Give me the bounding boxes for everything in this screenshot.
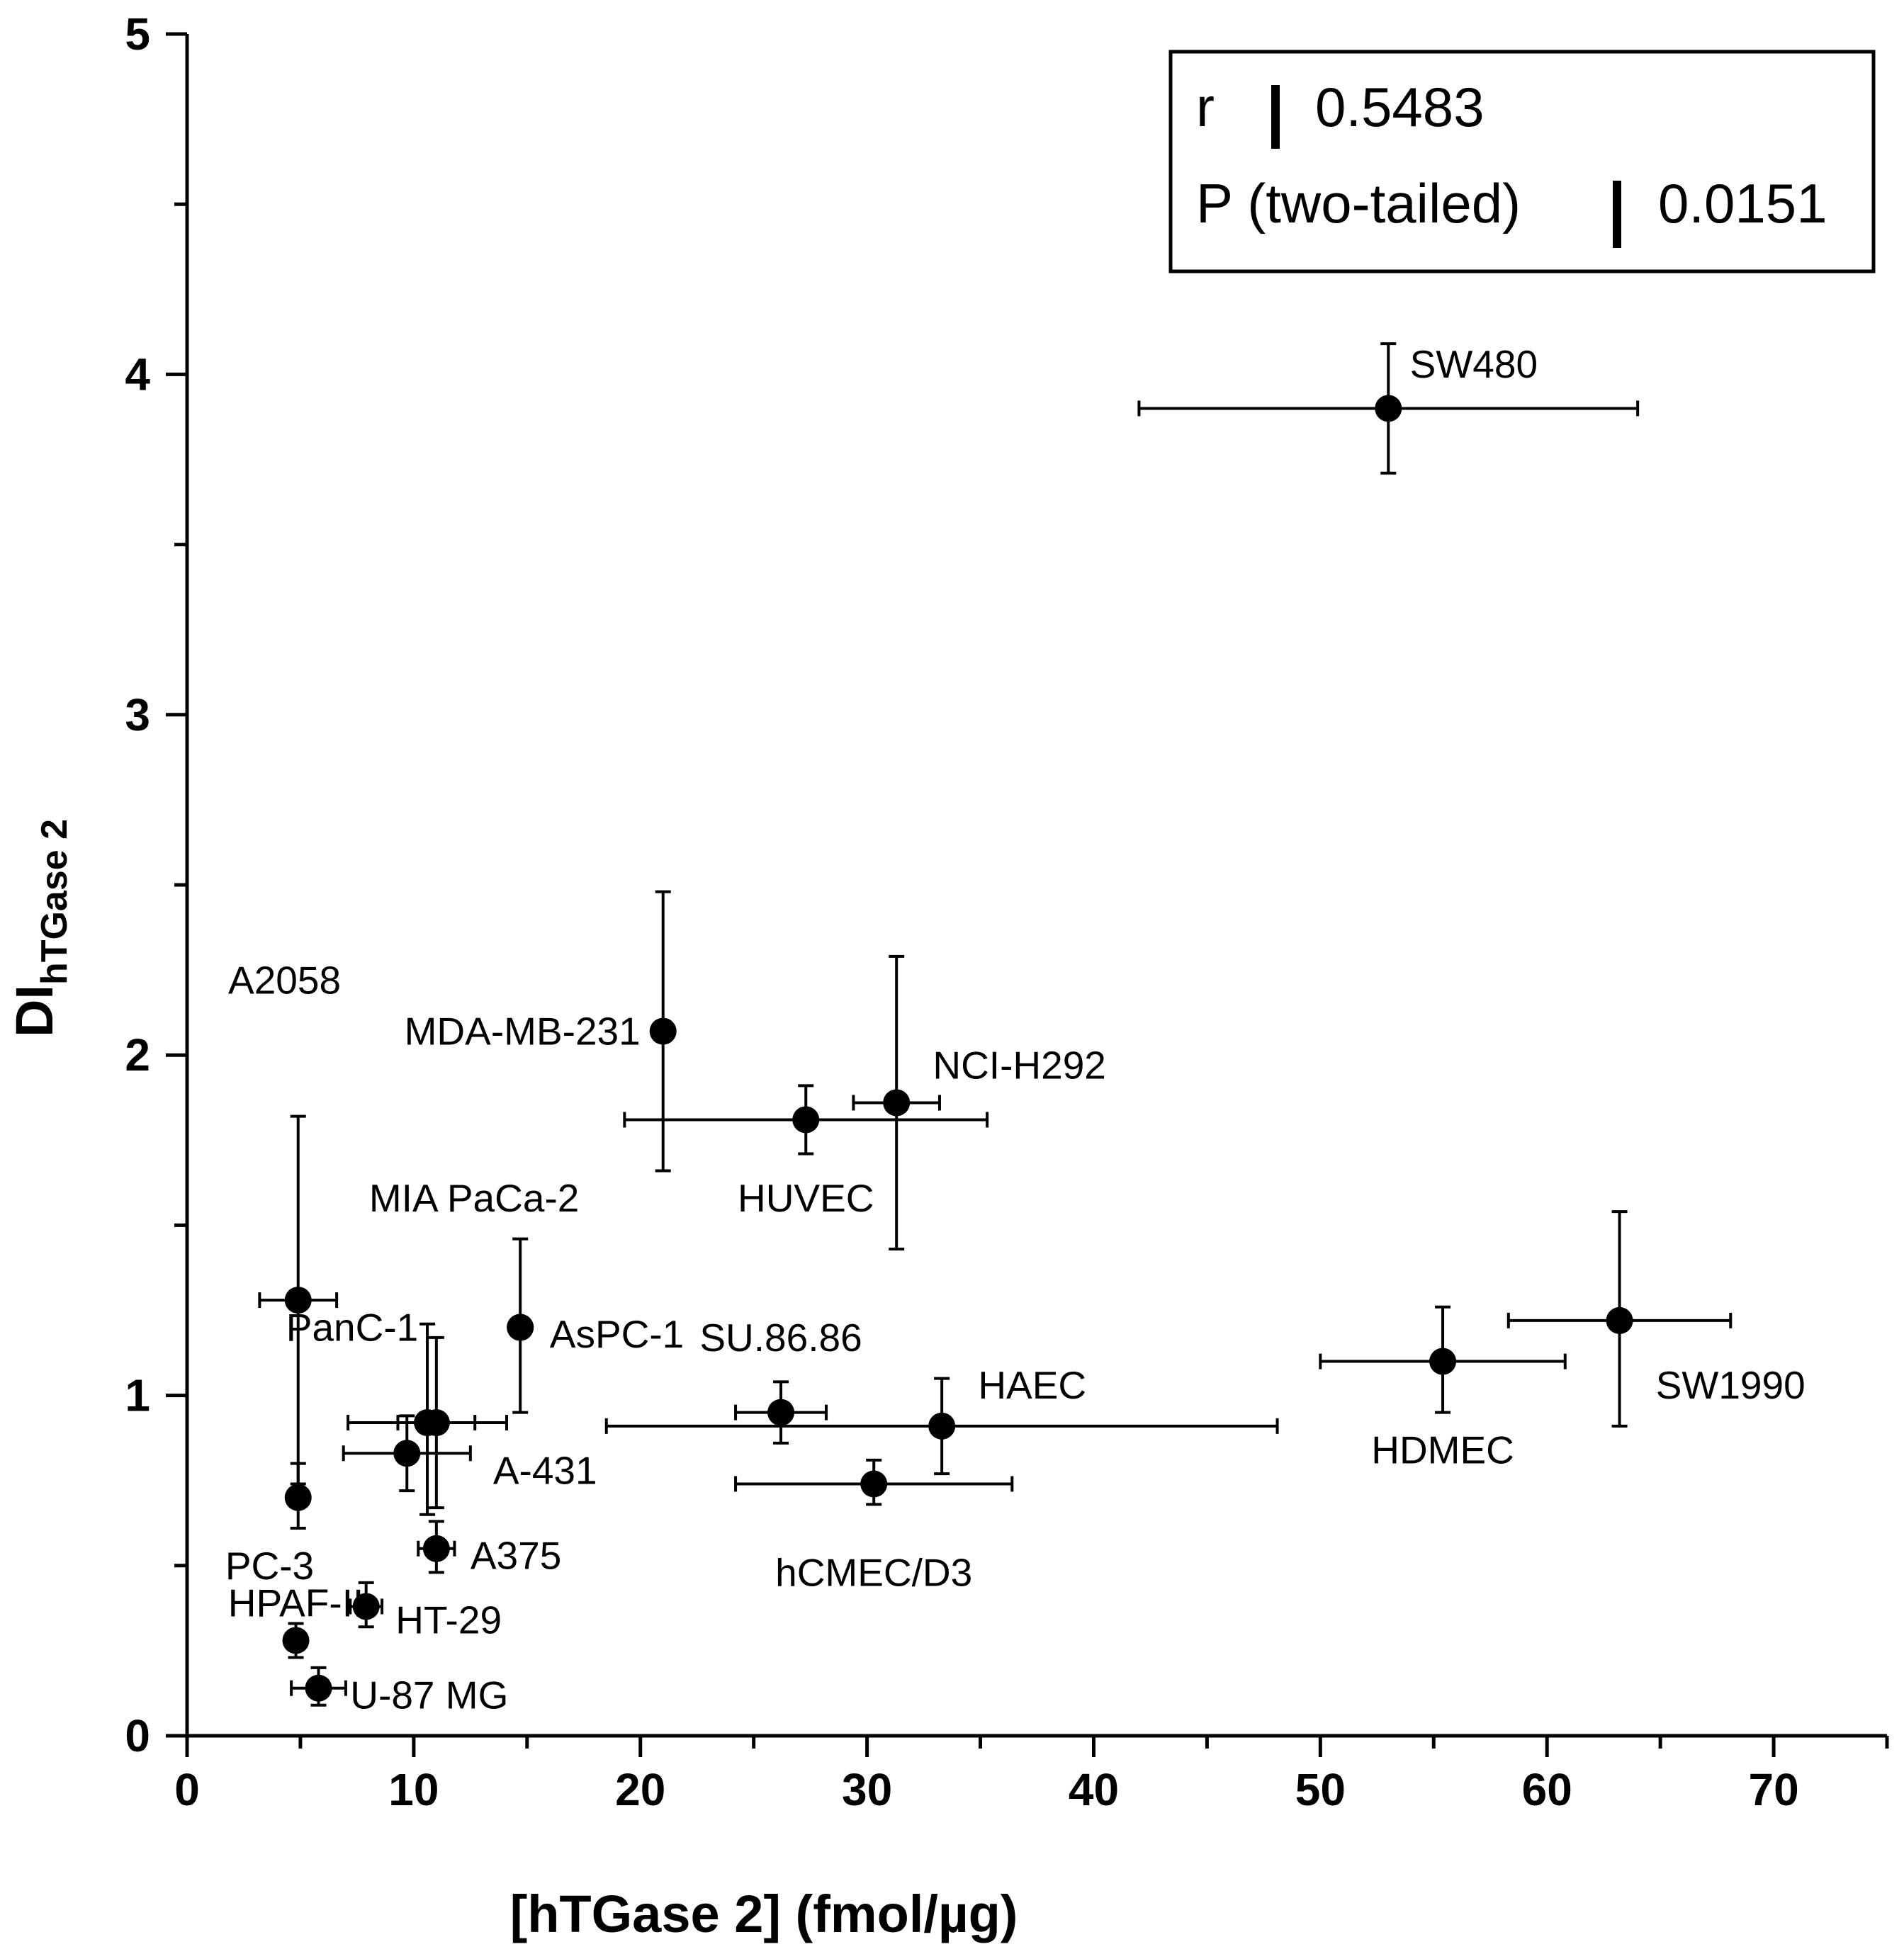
data-points [282,395,1633,1702]
x-tick-label: 10 [388,1764,439,1815]
stat-r-value: 0.5483 [1315,76,1485,138]
point-label: A-431 [493,1448,597,1492]
point-mda-mb-231 [649,1017,677,1045]
point-nci-h292 [883,1089,911,1117]
point-unlabeled [422,1409,450,1437]
y-tick-label: 2 [125,1029,150,1080]
point-label: HPAF-II [228,1581,364,1625]
x-axis-title: [hTGase 2] (fmol/µg) [510,1885,1018,1943]
point-a-431 [393,1440,421,1467]
point-hpaf-ii [282,1627,310,1654]
point-label: HT-29 [395,1598,502,1642]
point-label: HUVEC [738,1176,874,1220]
point-label: PC-3 [225,1544,314,1588]
point-u-87-mg [305,1674,332,1702]
x-tick-label: 60 [1522,1764,1572,1815]
point-label: HDMEC [1371,1428,1514,1472]
point-label: U-87 MG [350,1673,508,1717]
stat-p-label: P (two-tailed) [1196,172,1521,235]
point-label: hCMEC/D3 [775,1550,972,1594]
point-pc-3 [284,1484,312,1511]
point-label: A375 [471,1533,561,1577]
stats-box-frame [1168,50,1876,273]
point-label: MIA PaCa-2 [369,1176,580,1220]
point-sw1990 [1606,1306,1633,1334]
y-tick-label: 1 [125,1370,150,1421]
y-tick-label: 3 [125,689,150,740]
point-label: SW1990 [1656,1363,1806,1407]
x-tick-label: 70 [1748,1764,1798,1815]
y-tick-label: 5 [125,9,150,60]
y-tick-label: 4 [125,349,150,400]
stat-r-label: r [1196,76,1215,138]
point-label: PanC-1 [286,1306,418,1350]
point-aspc-1 [507,1314,534,1341]
x-tick-label: 50 [1295,1764,1346,1815]
x-tick-label: 20 [615,1764,665,1815]
x-tick-label: 30 [842,1764,892,1815]
point-ht-29 [352,1593,380,1620]
point-label: SU.86.86 [699,1316,862,1360]
stat-p-value: 0.0151 [1658,172,1827,235]
point-label: AsPC-1 [550,1312,685,1356]
y-axis-title-subscript: hTGase 2 [34,819,75,985]
point-label: A2058 [228,959,341,1003]
point-label: HAEC [978,1363,1086,1407]
point-a375 [422,1535,450,1562]
point-sw480 [1375,395,1402,422]
point-label: NCI-H292 [933,1044,1106,1088]
y-tick-label: 0 [125,1710,150,1761]
point-labels: SW480 MDA-MB-231 HUVEC NCI-H292 A2058 MIA PaC… [225,342,1806,1717]
point-haec [928,1412,956,1440]
point-label: MDA-MB-231 [405,1010,641,1054]
y-axis-title-main: DI [5,985,64,1037]
point-huvec [792,1106,820,1134]
point-su-86-86 [767,1399,795,1426]
point-hdmec [1429,1348,1457,1375]
axes: 0 10 20 30 40 50 60 70 0 1 2 3 4 5 [125,9,1889,1815]
point-a2058 [284,1287,312,1314]
y-axis-title: DIhTGase 2 [5,819,75,1037]
x-tick-label: 0 [174,1764,200,1815]
stats-box: r 0.5483 P (two-tailed) 0.0151 [1168,50,1876,273]
point-label: SW480 [1410,342,1538,386]
point-hcmec-d3 [860,1470,888,1498]
x-tick-label: 40 [1069,1764,1119,1815]
